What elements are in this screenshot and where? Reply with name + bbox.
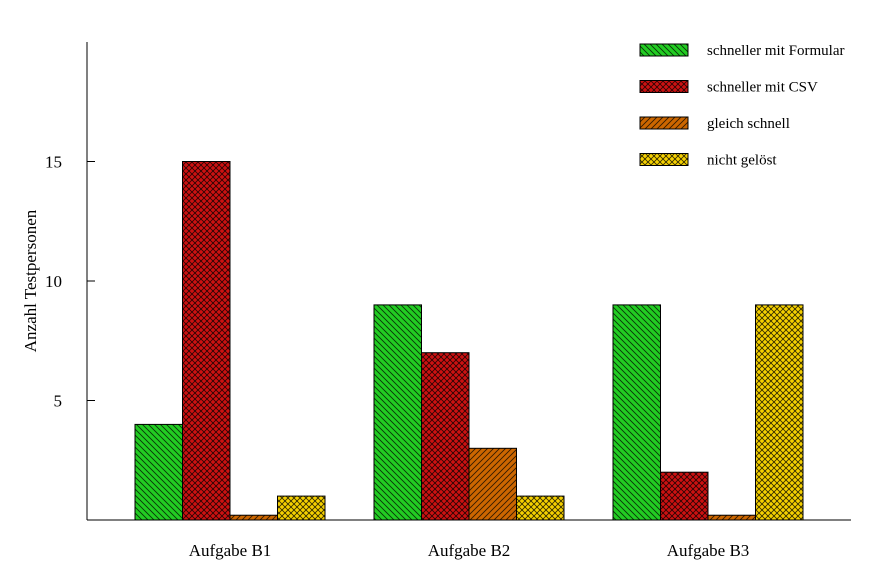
legend-label: gleich schnell <box>707 116 790 132</box>
bar <box>612 304 661 521</box>
x-tick-label: Aufgabe B2 <box>428 541 511 560</box>
x-tick-labels: Aufgabe B1 Aufgabe B2 Aufgabe B3 <box>189 541 750 560</box>
legend-swatch <box>639 80 689 93</box>
legend-label: nicht gelöst <box>707 153 777 169</box>
bar <box>229 514 278 521</box>
legend-swatch <box>639 153 689 166</box>
bar <box>755 304 804 521</box>
y-tick-label: 15 <box>45 153 62 172</box>
bar <box>134 423 183 521</box>
y-ticks: 5 10 15 <box>45 153 95 411</box>
legend-label: schneller mit Formular <box>707 43 844 59</box>
bar <box>516 495 565 521</box>
bar <box>277 495 326 521</box>
x-tick-label: Aufgabe B1 <box>189 541 272 560</box>
legend-swatch <box>639 116 689 130</box>
bar <box>182 161 231 521</box>
bar <box>373 304 422 521</box>
bar <box>707 514 756 521</box>
bar <box>660 471 709 521</box>
bars <box>134 161 804 521</box>
y-axis-label: Anzahl Testpersonen <box>21 209 40 352</box>
legend-swatch <box>639 43 689 57</box>
bar <box>421 352 470 521</box>
x-tick-label: Aufgabe B3 <box>667 541 750 560</box>
legend-label: schneller mit CSV <box>707 80 818 96</box>
legend: schneller mit Formular schneller mit CSV g… <box>639 43 844 169</box>
y-tick-label: 5 <box>54 392 63 411</box>
y-tick-label: 10 <box>45 272 62 291</box>
bar <box>468 447 517 521</box>
